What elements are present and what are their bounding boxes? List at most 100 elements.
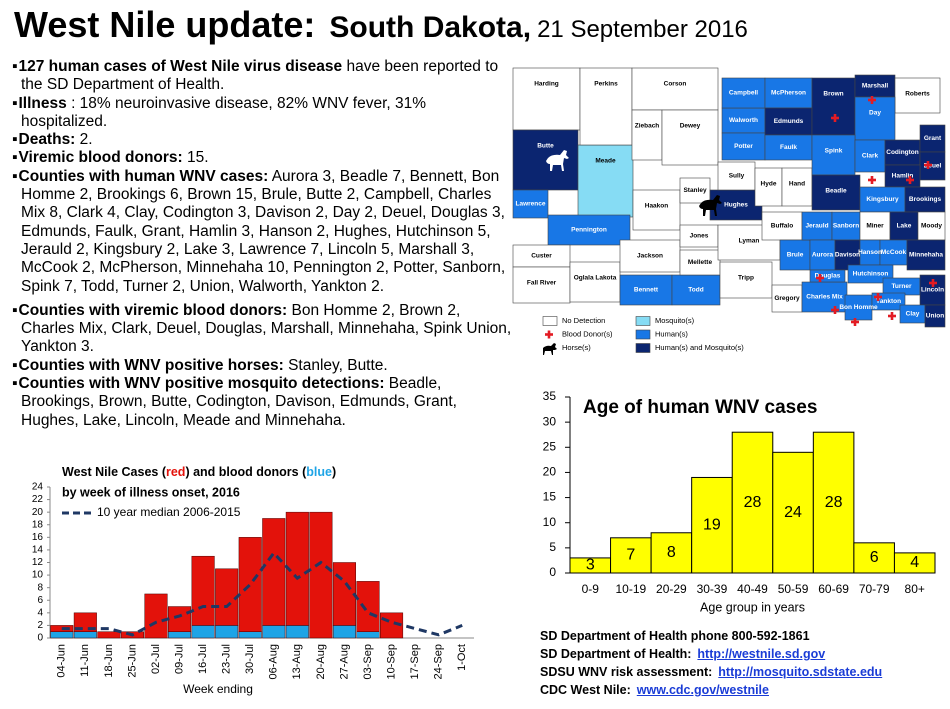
county [679, 177, 711, 204]
contact-link[interactable]: www.cdc.gov/westnile [636, 683, 769, 697]
y-tick-label: 10 [32, 570, 44, 581]
donor-icon [870, 96, 874, 104]
contact-link[interactable]: http://mosquito.sdstate.edu [718, 665, 883, 679]
bullet-text: Bon Homme 2, Brown 2, Charles Mix, Clark… [21, 301, 512, 356]
bar [285, 511, 309, 626]
county-label: Perkins [594, 81, 618, 88]
county [811, 77, 856, 136]
legend-label: Mosquito(s) [655, 316, 695, 325]
county [512, 266, 571, 304]
bullet-bold: Counties with viremic blood donors: [18, 301, 288, 319]
county [577, 144, 634, 218]
county-label: Hutchinson [853, 271, 889, 278]
x-tick-label: 70-79 [859, 582, 890, 596]
bar [144, 593, 168, 639]
county-label: Grant [924, 135, 942, 142]
legend-label: Blood Donor(s) [562, 329, 613, 338]
donor-icon [870, 176, 874, 184]
x-tick-label: 20-29 [656, 582, 687, 596]
title: West Nile update: South Dakota, 21 Septemb… [14, 4, 748, 46]
bar [332, 625, 356, 639]
county [632, 189, 681, 231]
county-label: Lyman [739, 238, 760, 245]
county-label: Stanley [683, 187, 707, 194]
x-tick-label: 11-Jun [79, 644, 91, 677]
county-label: Clay [906, 311, 920, 318]
bullet-text: 2. [79, 131, 93, 149]
contacts: SD Department of Health phone 800-592-18… [540, 627, 882, 699]
county-label: McPherson [771, 90, 806, 97]
y-tick-label: 0 [37, 633, 43, 644]
county-label: Jackson [637, 253, 663, 260]
y-tick-label: 5 [549, 540, 556, 554]
county-label: Codington [886, 149, 919, 156]
county-label: Miner [866, 223, 884, 230]
bar [191, 625, 215, 639]
bullet-text: Stanley, Butte. [288, 356, 388, 374]
bullet-text: Aurora 3, Beadle 7, Bennett, Bon Homme 2… [21, 167, 506, 295]
county [764, 107, 813, 136]
county-label: Tripp [738, 275, 754, 282]
y-tick-label: 30 [543, 414, 557, 428]
county-label: Brule [787, 252, 804, 259]
x-tick-label: 20-Aug [315, 644, 327, 679]
title-part: ) [332, 465, 336, 479]
county-label: Pennington [571, 227, 607, 234]
bar [238, 631, 262, 639]
county-label: Yankton [876, 298, 901, 305]
county [754, 167, 783, 207]
county [661, 109, 719, 166]
county-label: Haakon [645, 203, 669, 210]
legend-label: No Detection [562, 316, 605, 325]
county-label: Butte [537, 143, 554, 150]
county [547, 214, 631, 246]
county-label: Faulk [780, 144, 797, 151]
bar [262, 625, 286, 639]
y-tick-label: 20 [32, 507, 44, 518]
county-label: McCook [881, 249, 907, 256]
county-label: Turner [891, 283, 912, 290]
bar [332, 562, 356, 626]
y-tick-label: 0 [549, 565, 556, 579]
bullet: Counties with viremic blood donors: Bon … [12, 302, 512, 357]
county [771, 284, 803, 313]
x-tick-label: 02-Jul [150, 644, 162, 674]
county [801, 211, 833, 241]
county-label: Brown [823, 91, 843, 98]
y-tick-label: 18 [32, 519, 44, 530]
bar [168, 606, 192, 632]
county-label: Sully [729, 173, 745, 180]
bullet-bold: Viremic blood donors: [18, 149, 183, 167]
legend-swatch [635, 329, 651, 340]
bullet-text: 15. [187, 149, 209, 167]
bullet-bold: Counties with WNV positive horses: [18, 356, 284, 374]
county [512, 129, 579, 191]
y-tick-label: 16 [32, 532, 44, 543]
county-label: Hughes [724, 202, 748, 209]
contact-link[interactable]: http://westnile.sd.gov [697, 647, 826, 661]
y-tick-label: 8 [37, 582, 43, 593]
contact-line: SD Department of Health phone 800-592-18… [540, 627, 882, 645]
y-tick-label: 24 [32, 482, 44, 493]
county-label: Minnehaha [909, 252, 943, 259]
county [781, 167, 813, 207]
county-label: Lake [897, 223, 912, 230]
county [854, 96, 896, 141]
county-label: Buffalo [771, 223, 793, 230]
county [917, 211, 946, 241]
value-label: 6 [870, 549, 879, 566]
county-label: Corson [664, 81, 687, 88]
donor-icon [908, 176, 912, 184]
county [631, 109, 663, 161]
county-label: Hand [789, 181, 805, 188]
bar [50, 631, 74, 639]
contact-label: SDSU WNV risk assessment: [540, 665, 713, 679]
county [721, 77, 766, 109]
x-tick-label: 06-Aug [268, 644, 280, 679]
county [811, 134, 856, 176]
value-label: 3 [586, 557, 595, 574]
county-label: Sanborn [833, 223, 859, 230]
horse-icon [543, 343, 557, 355]
county-label: Marshall [862, 83, 889, 90]
